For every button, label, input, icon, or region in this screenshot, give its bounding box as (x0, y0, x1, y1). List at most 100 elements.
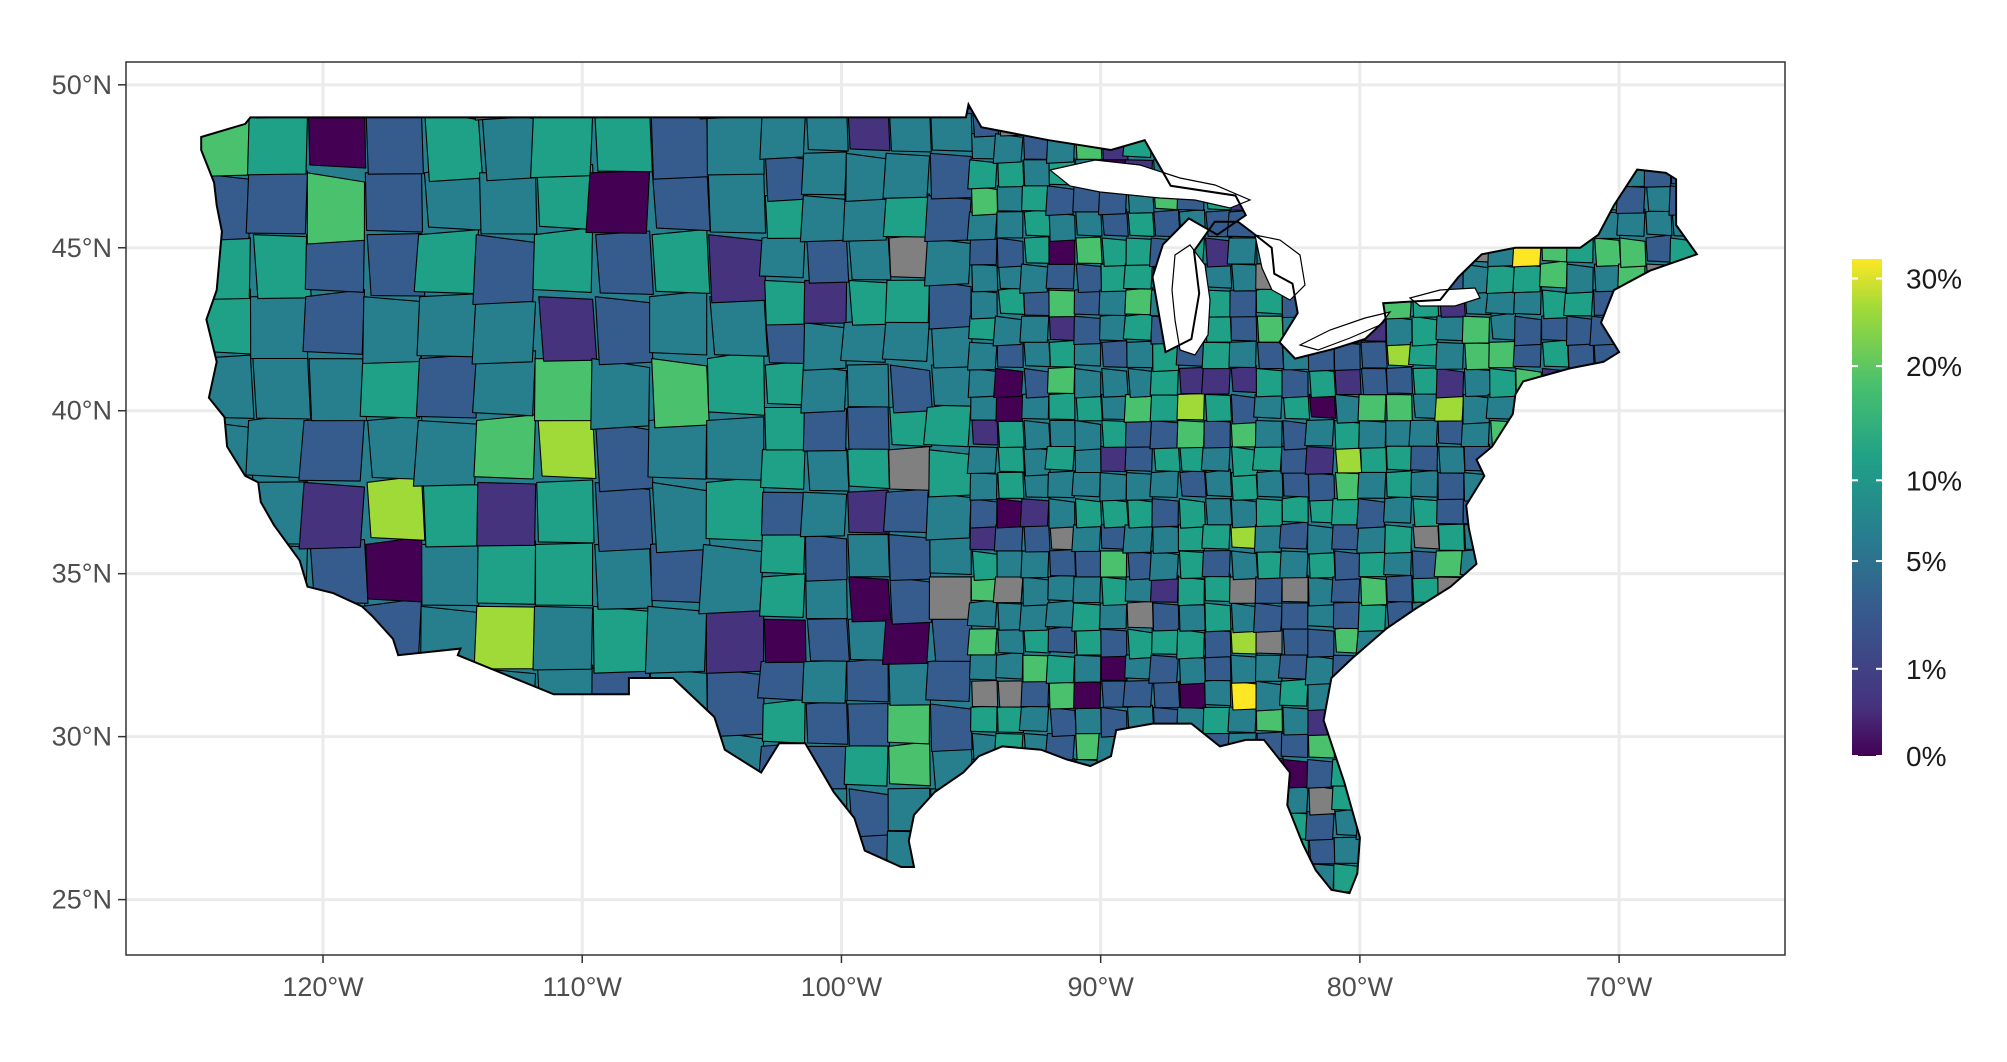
region-polygon (1071, 602, 1102, 632)
region-polygon (651, 228, 711, 294)
region-polygon (1020, 550, 1050, 579)
region-polygon (707, 169, 767, 234)
region-polygon (1435, 367, 1465, 399)
region-polygon (992, 315, 1024, 347)
region-polygon (473, 605, 537, 670)
region-polygon (1255, 680, 1283, 712)
region-polygon (997, 159, 1025, 188)
region-polygon (1278, 521, 1309, 550)
region-polygon (706, 416, 765, 481)
region-polygon (1645, 207, 1673, 237)
region-polygon (1410, 443, 1439, 472)
region-polygon (422, 481, 482, 548)
region-polygon (1048, 237, 1076, 265)
region-polygon (1204, 678, 1232, 707)
region-polygon (846, 363, 890, 408)
region-polygon (245, 412, 309, 479)
region-polygon (970, 289, 998, 320)
region-polygon (760, 491, 806, 536)
region-polygon (1074, 367, 1102, 399)
color-legend: 0% 1% 5% 10% 20% 30% (1852, 259, 1962, 772)
region-polygon (1360, 445, 1388, 473)
region-polygon (1204, 628, 1232, 659)
region-polygon (1230, 393, 1258, 425)
region-polygon (1178, 680, 1207, 709)
region-polygon (1149, 419, 1179, 450)
region-polygon (1125, 237, 1154, 266)
region-polygon (585, 169, 651, 234)
region-polygon (1619, 237, 1647, 268)
region-polygon (804, 534, 848, 582)
region-polygon (925, 656, 972, 703)
region-polygon (1230, 550, 1259, 581)
legend-label: 20% (1906, 351, 1962, 382)
region-polygon (970, 704, 998, 733)
region-polygon (1485, 263, 1516, 295)
region-polygon (968, 652, 998, 681)
region-polygon (1044, 599, 1076, 629)
region-polygon (806, 237, 850, 284)
region-polygon (1074, 498, 1103, 529)
region-polygon (594, 419, 654, 493)
region-polygon (1256, 469, 1284, 498)
region-polygon (970, 393, 998, 421)
region-polygon (967, 367, 998, 398)
region-polygon (1072, 575, 1102, 604)
region-polygon (1254, 576, 1283, 604)
region-polygon (800, 151, 848, 196)
region-polygon (888, 740, 931, 787)
region-polygon (1048, 548, 1077, 577)
region-polygon (799, 491, 848, 538)
region-polygon (1074, 706, 1102, 735)
region-polygon (1149, 470, 1179, 499)
region-polygon (362, 296, 423, 365)
region-polygon (1433, 550, 1465, 578)
region-polygon (1282, 628, 1310, 656)
region-polygon (764, 360, 808, 406)
region-polygon (805, 575, 848, 620)
region-polygon (763, 618, 807, 664)
region-polygon (1304, 811, 1335, 841)
region-polygon (993, 367, 1024, 399)
region-polygon (1201, 549, 1231, 578)
region-polygon (650, 110, 710, 180)
region-polygon (590, 358, 651, 430)
region-polygon (246, 110, 309, 176)
region-polygon (1044, 442, 1076, 472)
region-polygon (536, 163, 596, 231)
region-polygon (889, 576, 933, 625)
region-polygon (966, 211, 998, 241)
region-polygon (365, 110, 424, 175)
region-polygon (1099, 601, 1128, 630)
region-polygon (883, 488, 931, 534)
region-polygon (1256, 315, 1284, 343)
region-polygon (298, 481, 366, 550)
region-polygon (1149, 367, 1179, 396)
region-polygon (847, 702, 891, 747)
legend-colorbar (1852, 259, 1882, 756)
x-tick-label: 100°W (801, 972, 883, 1002)
x-tick-label: 70°W (1586, 972, 1653, 1002)
region-polygon (705, 476, 765, 542)
region-polygon (1281, 494, 1309, 524)
region-polygon (848, 576, 892, 623)
region-polygon (1122, 261, 1154, 290)
region-polygon (1411, 315, 1439, 347)
region-polygon (1023, 288, 1051, 317)
region-polygon (1308, 550, 1336, 579)
region-polygon (1023, 524, 1051, 553)
region-polygon (1151, 498, 1179, 528)
region-polygon (302, 289, 366, 355)
region-polygon (805, 700, 849, 745)
region-polygon (758, 233, 806, 279)
region-polygon (1304, 446, 1335, 475)
region-polygon (1358, 419, 1387, 449)
region-polygon (929, 152, 973, 200)
region-polygon (997, 444, 1025, 473)
region-polygon (1282, 706, 1310, 736)
region-polygon (306, 172, 366, 245)
region-polygon (252, 234, 312, 300)
y-tick-label: 45°N (52, 233, 112, 263)
region-polygon (996, 550, 1024, 578)
region-polygon (1434, 393, 1465, 422)
